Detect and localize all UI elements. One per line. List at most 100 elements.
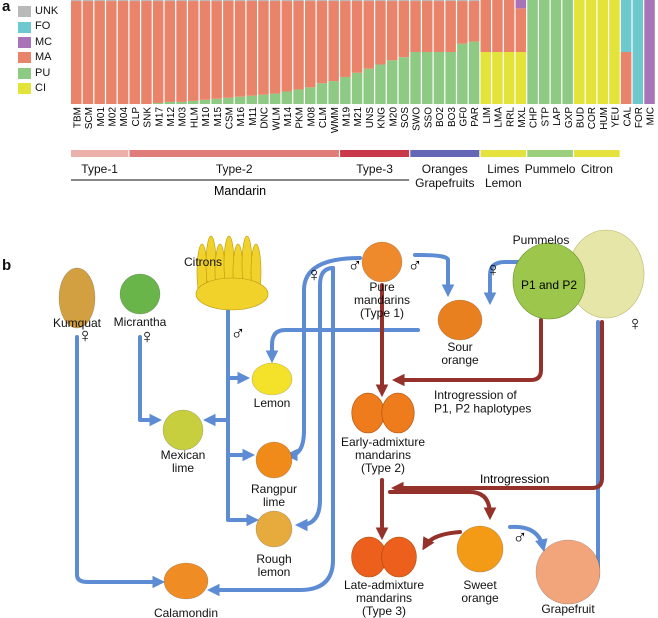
bar-segment-ma: [492, 0, 503, 52]
bar-segment-ma: [117, 1, 129, 104]
bar-segment-ma: [211, 1, 222, 99]
maternal-arrow: [138, 335, 163, 427]
legend-entry-mc: MC: [18, 35, 58, 50]
label-kumquat: Kumquat: [53, 316, 102, 330]
paternal-arrow: [422, 530, 462, 551]
fruit-labels: Kumquat Micrantha Citrons Pure mandarins (Typ…: [53, 233, 595, 618]
bar-segment-unk: [199, 0, 211, 2]
bar-segment-ma: [386, 1, 398, 61]
maternal-arrow: [75, 335, 166, 589]
bar-segment-pu: [269, 93, 281, 104]
bar-segment-pu: [340, 76, 351, 104]
bar-segment-ma: [82, 1, 94, 104]
group-bar: [480, 150, 527, 157]
x-tick-label: DNC: [260, 107, 271, 129]
x-tick-label: BO3: [447, 107, 458, 127]
fruit-pure: [361, 241, 403, 283]
label-rough: Rough lemon: [256, 552, 291, 579]
x-tick-label: M10: [201, 107, 212, 127]
x-tick-label: BO2: [435, 107, 446, 127]
female-symbol: ♀: [486, 259, 501, 281]
x-tick-label: GF0: [458, 107, 469, 127]
fruit-grapefruit: [535, 539, 601, 605]
bar-segment-pu: [562, 0, 573, 104]
label-pummelos: Pummelos: [513, 233, 570, 247]
fruit-late: [351, 536, 417, 578]
maternal-arrow: [284, 256, 362, 462]
bar-segment-pu: [375, 64, 386, 104]
fruit-rangpur: [255, 441, 293, 479]
bar-segment-unk: [281, 0, 293, 2]
fruit-sweet: [456, 525, 504, 573]
x-tick-label: CAL: [622, 107, 633, 127]
maternal-arrow: [265, 328, 420, 364]
bar-segment-pu: [527, 0, 538, 104]
bar-segment-unk: [223, 0, 234, 2]
x-tick-label: M16: [236, 107, 247, 127]
bar-segment-ci: [574, 0, 585, 104]
label-rangpur: Rangpur lime: [251, 482, 297, 509]
bar-segment-unk: [258, 0, 269, 2]
x-tick-label: M19: [341, 107, 352, 127]
maternal-arrow: [206, 266, 335, 597]
bar-segment-pu: [410, 52, 421, 104]
bar-segment-ma: [457, 1, 468, 44]
label-sweet: Sweet orange: [461, 578, 499, 605]
group-label: Oranges Grapefruits: [415, 162, 474, 190]
paternal-arrow: [390, 320, 604, 495]
bar-segment-ma: [258, 1, 269, 95]
maternal-arrow: [226, 338, 251, 385]
x-tick-label: M21: [353, 107, 364, 127]
fruit-calamondin: [163, 562, 209, 600]
bars: [71, 0, 655, 104]
bar-segment-mc: [644, 0, 655, 104]
bar-segment-unk: [468, 0, 480, 2]
bar-segment-ma: [445, 1, 456, 52]
group-bar: [574, 150, 620, 157]
group-bar: [129, 150, 339, 157]
group-label: Type-3: [356, 162, 393, 176]
x-tick-label: LMA: [494, 107, 505, 128]
bar-segment-ma: [305, 1, 316, 88]
x-tick-label: M14: [283, 107, 294, 127]
label-micrantha: Micrantha: [114, 315, 167, 329]
x-tick-label: HUM: [599, 107, 610, 130]
bar-segment-unk: [117, 0, 129, 2]
bar-segment-unk: [188, 0, 199, 2]
legend-label: UNK: [35, 5, 59, 17]
bar-segment-ma: [106, 1, 117, 104]
bar-segment-unk: [375, 0, 386, 2]
bar-segment-pu: [363, 68, 374, 104]
bar-segment-ma: [71, 1, 82, 104]
x-tick-label: PAR: [470, 107, 481, 127]
bar-segment-pu: [199, 99, 211, 104]
bar-segment-pu: [457, 43, 468, 104]
x-tick-label: M17: [154, 107, 165, 127]
x-tick-label: BUD: [575, 107, 586, 128]
bar-segment-pu: [422, 52, 433, 104]
fruit-citrons: [195, 235, 269, 311]
bar-segment-ma: [620, 52, 632, 104]
legend-label: PU: [35, 66, 51, 79]
x-tick-label: SNK: [143, 107, 154, 128]
x-tick-label: STP: [540, 107, 551, 127]
bar-segment-ma: [199, 1, 211, 100]
x-tick-label: GXP: [564, 107, 575, 128]
x-tick-label: UNS: [365, 107, 376, 128]
bar-segment-pu: [433, 52, 445, 104]
male-symbol: ♂: [513, 527, 528, 549]
fruit-sour: [437, 299, 483, 341]
group-label: Type-2: [216, 162, 253, 176]
bar-segment-unk: [269, 0, 281, 2]
bar-segment-unk: [94, 0, 105, 2]
bar-segment-ma: [176, 1, 187, 102]
legend-swatch: [18, 36, 31, 48]
maternal-arrow: [578, 320, 600, 591]
bar-segment-ma: [351, 1, 363, 73]
x-tick-label: LAP: [552, 107, 563, 126]
x-tick-labels: TBM SCM M01 M02 M04 CLP SNK M17 M12 M03 HLM M10 M15 C…: [72, 107, 656, 134]
bar-segment-unk: [457, 0, 468, 2]
bar-segment-pu: [293, 89, 304, 104]
x-tick-label: M08: [306, 107, 317, 127]
x-tick-label: M20: [388, 107, 399, 127]
